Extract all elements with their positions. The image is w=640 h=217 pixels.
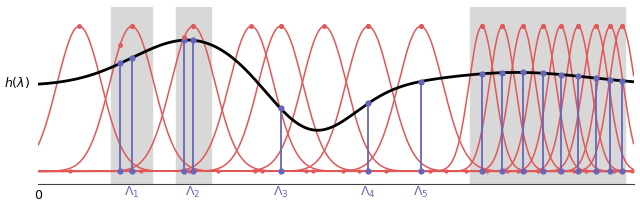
Text: $\Lambda_4$: $\Lambda_4$	[360, 185, 376, 200]
Text: $h(\lambda)$: $h(\lambda)$	[4, 75, 29, 90]
Text: $\Lambda_3$: $\Lambda_3$	[273, 185, 289, 200]
Text: $\Lambda_1$: $\Lambda_1$	[124, 185, 140, 200]
Bar	[470, 7, 625, 184]
Bar	[175, 7, 211, 184]
Text: $\Lambda_5$: $\Lambda_5$	[413, 185, 428, 200]
Bar	[111, 7, 152, 184]
Text: $\Lambda_2$: $\Lambda_2$	[186, 185, 201, 200]
